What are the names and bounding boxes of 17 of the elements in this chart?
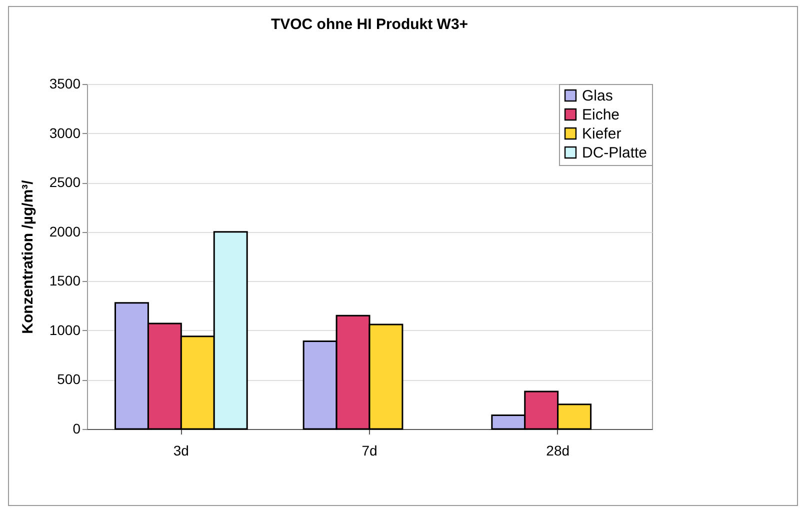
x-tick-label: 3d bbox=[173, 442, 189, 458]
chart-title: TVOC ohne HI Produkt W3+ bbox=[270, 16, 468, 33]
y-tick-label: 0 bbox=[72, 420, 81, 436]
y-tick-label: 500 bbox=[57, 371, 81, 388]
y-tick-label: 1500 bbox=[49, 272, 81, 289]
y-tick-label: 2500 bbox=[49, 174, 81, 190]
y-tick-label: 1000 bbox=[49, 322, 81, 338]
legend-label: Kiefer bbox=[582, 126, 622, 142]
legend-label: DC-Platte bbox=[582, 144, 648, 162]
y-tick-label: 3500 bbox=[49, 76, 81, 92]
y-tick-label: 3000 bbox=[49, 124, 81, 141]
x-tick-label: 7d bbox=[362, 442, 378, 458]
x-tick-label: 28d bbox=[546, 442, 570, 458]
y-tick-label: 2000 bbox=[49, 223, 81, 240]
legend-label: Glas bbox=[582, 88, 613, 104]
y-axis-title: Konzentration /µg/m³/ bbox=[19, 179, 36, 334]
legend-label: Eiche bbox=[582, 106, 620, 124]
